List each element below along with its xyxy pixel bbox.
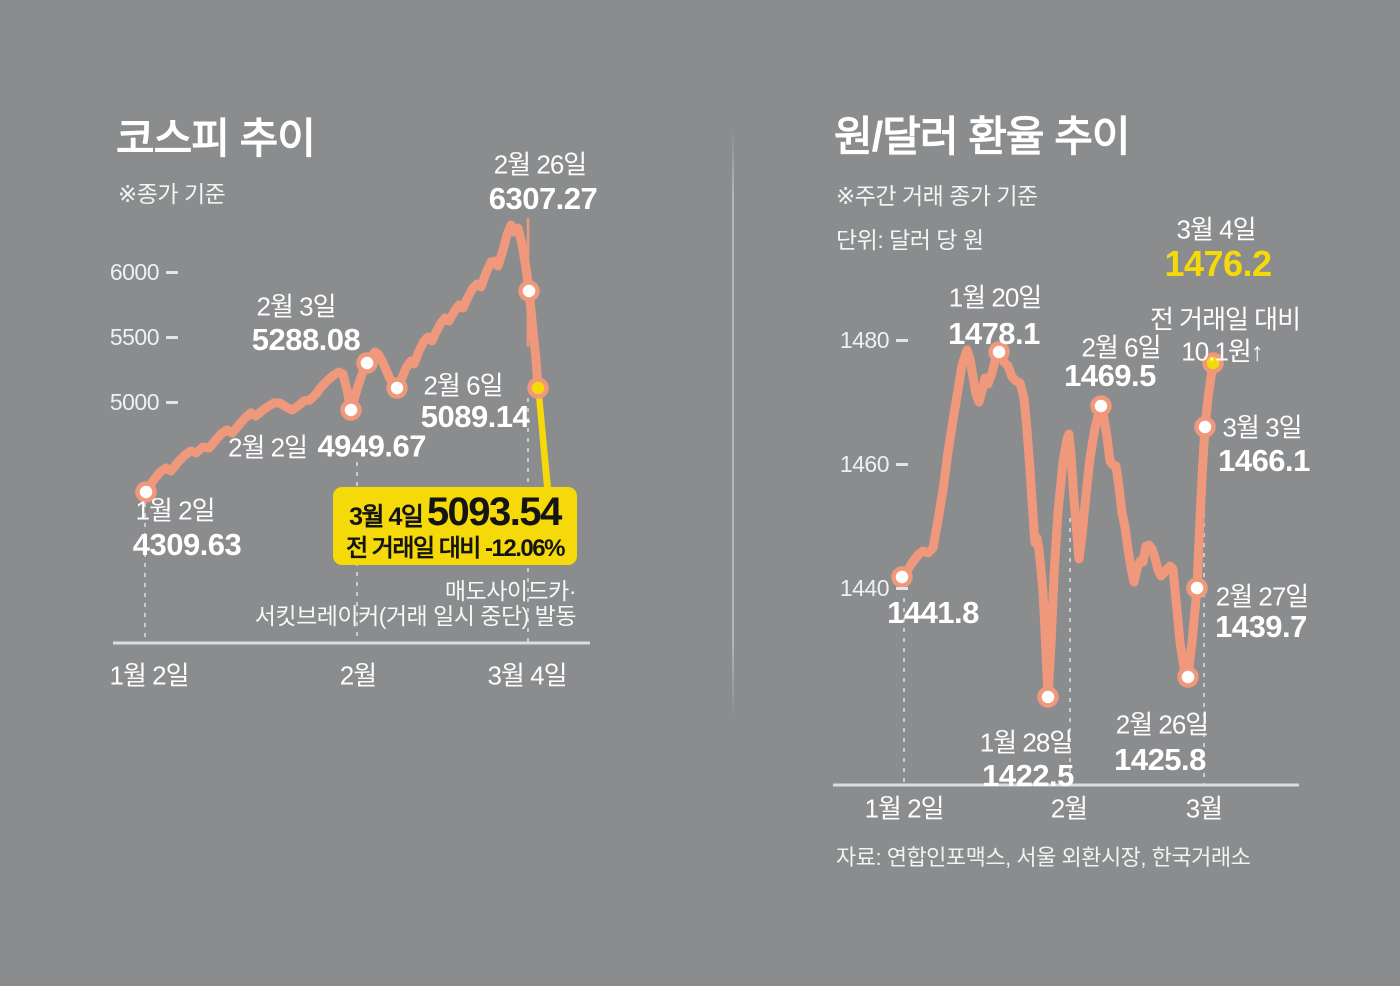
fx-label-feb6-date: 2월 6일 — [1081, 332, 1162, 363]
fx-label-mar3-date: 3월 3일 — [1222, 412, 1303, 443]
kospi-label-feb2-value: 4949.67 — [317, 428, 426, 464]
fx-label-jan20-date: 1월 20일 — [948, 282, 1042, 313]
fx-ytick-1480: 1480 — [788, 326, 908, 354]
kospi-xtick-feb: 2월 — [339, 660, 377, 691]
kospi-label-feb26-date: 2월 26일 — [493, 149, 587, 180]
kospi-title: 코스피 추이 — [116, 115, 316, 162]
section-divider — [732, 128, 734, 720]
tick-dash — [896, 338, 908, 342]
kospi-label-jan2-date: 1월 2일 — [135, 495, 216, 526]
fx-ytick-1440: 1440 — [788, 574, 908, 602]
kospi-label-feb2: 2월 2일 4949.67 — [228, 428, 426, 465]
kospi-ytick-5500: 5500 — [58, 323, 178, 351]
fx-label-feb27-value: 1439.7 — [1215, 609, 1307, 644]
fx-label-feb6-value: 1469.5 — [1064, 358, 1156, 393]
fx-label-mar3-value: 1466.1 — [1218, 443, 1310, 478]
fx-point-mar3 — [1194, 416, 1216, 438]
kospi-event-note: 매도사이드카· 서킷브레이커(거래 일시 중단) 발동 — [254, 578, 577, 629]
source-credit: 자료: 연합인포맥스, 서울 외환시장, 한국거래소 — [836, 845, 1251, 870]
fx-label-jan28-date: 1월 28일 — [979, 727, 1073, 758]
kospi-point-feb2 — [340, 399, 362, 421]
fx-point-feb26 — [1177, 666, 1199, 688]
kospi-label-feb26-value: 6307.27 — [488, 181, 598, 216]
kospi-event-note-line2: 서킷브레이커(거래 일시 중단) 발동 — [254, 603, 577, 629]
fx-highlight-change-line2: 10.1원↑ — [1181, 336, 1264, 367]
kospi-xtick-mar4: 3월 4일 — [487, 660, 568, 691]
kospi-callout-value: 5093.54 — [426, 489, 563, 534]
fx-unit-label: 단위: 달러 당 원 — [836, 227, 984, 253]
kospi-event-note-line1: 매도사이드카· — [444, 578, 577, 604]
fx-point-jan28 — [1037, 686, 1059, 708]
kospi-point-feb3 — [356, 352, 378, 374]
fx-line — [897, 345, 1218, 702]
kospi-callout-tail — [535, 388, 551, 488]
fx-label-jan28-value: 1422.5 — [982, 758, 1074, 793]
kospi-label-feb3-value: 5288.08 — [251, 322, 361, 357]
kospi-label-feb2-date: 2월 2일 — [228, 432, 308, 463]
kospi-xtick-jan2: 1월 2일 — [109, 660, 190, 691]
fx-xtick-mar: 3월 — [1185, 793, 1223, 824]
fx-label-feb26-value: 1425.8 — [1114, 742, 1206, 777]
kospi-callout: 3월 4일 5093.54 전 거래일 대비 -12.06% — [333, 487, 577, 565]
fx-ytick-1460: 1460 — [788, 450, 908, 478]
fx-title: 원/달러 환율 추이 — [834, 113, 1130, 160]
kospi-point-post-peak — [518, 280, 540, 302]
fx-subtitle: ※주간 거래 종가 기준 — [836, 183, 1038, 209]
fx-label-feb27-date: 2월 27일 — [1215, 581, 1309, 612]
kospi-callout-date: 3월 4일 — [349, 502, 424, 531]
kospi-ytick-6000: 6000 — [58, 258, 178, 286]
kospi-label-feb3-date: 2월 3일 — [256, 291, 337, 322]
kospi-label-jan2-value: 4309.63 — [132, 527, 242, 562]
tick-dash — [896, 462, 908, 466]
tick-dash — [896, 586, 908, 590]
kospi-callout-change: 전 거래일 대비 -12.06% — [346, 534, 565, 562]
fx-highlight-change-line1: 전 거래일 대비 — [1150, 304, 1301, 335]
fx-label-jan20-value: 1478.1 — [948, 316, 1040, 351]
tick-dash — [166, 270, 178, 274]
fx-xtick-jan2: 1월 2일 — [864, 793, 945, 824]
fx-label-jan2-value: 1441.8 — [887, 595, 979, 630]
fx-highlight-value: 1476.2 — [1164, 243, 1272, 284]
kospi-label-feb6-value: 5089.14 — [420, 399, 530, 434]
fx-label-feb26-date: 2월 26일 — [1115, 709, 1209, 740]
fx-point-feb27 — [1186, 577, 1208, 599]
fx-point-feb6 — [1090, 395, 1112, 417]
tick-dash — [166, 335, 178, 339]
kospi-label-feb6-date: 2월 6일 — [423, 370, 504, 401]
tick-dash — [166, 400, 178, 404]
fx-xtick-feb: 2월 — [1050, 793, 1088, 824]
kospi-point-feb6 — [386, 377, 408, 399]
kospi-ytick-5000: 5000 — [58, 388, 178, 416]
kospi-subtitle: ※종가 기준 — [118, 181, 226, 207]
kospi-point-mar4-highlight — [527, 377, 549, 399]
fx-highlight-date: 3월 4일 — [1176, 214, 1257, 245]
